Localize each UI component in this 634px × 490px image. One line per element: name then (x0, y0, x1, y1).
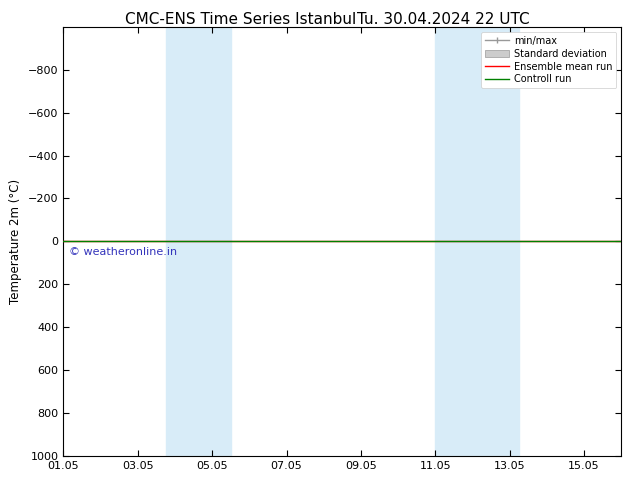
Y-axis label: Temperature 2m (°C): Temperature 2m (°C) (10, 179, 22, 304)
Text: Tu. 30.04.2024 22 UTC: Tu. 30.04.2024 22 UTC (358, 12, 530, 27)
Bar (436, 27, 519, 456)
Legend: min/max, Standard deviation, Ensemble mean run, Controll run: min/max, Standard deviation, Ensemble me… (481, 32, 616, 88)
Text: © weatheronline.in: © weatheronline.in (69, 247, 177, 257)
Bar (165, 27, 231, 456)
Text: CMC-ENS Time Series Istanbul: CMC-ENS Time Series Istanbul (126, 12, 356, 27)
